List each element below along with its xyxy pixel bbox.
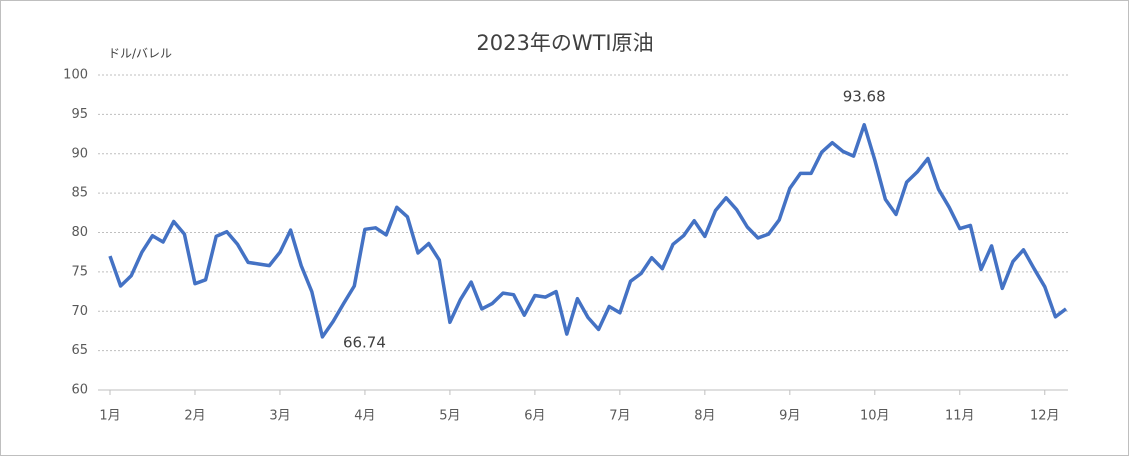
y-tick-label: 100: [63, 68, 88, 83]
x-tick-label: 10月: [860, 409, 890, 424]
y-tick-label: 90: [71, 146, 88, 161]
x-tick-label: 8月: [694, 409, 715, 424]
x-tick-label: 3月: [269, 409, 290, 424]
y-tick-label: 85: [71, 186, 88, 201]
y-tick-label: 80: [71, 225, 88, 240]
data-label: 93.68: [843, 87, 886, 105]
chart-title: 2023年のWTI原油: [476, 31, 653, 55]
x-tick-label: 6月: [524, 409, 545, 424]
x-tick-label: 2月: [184, 409, 205, 424]
x-tick-label: 4月: [354, 409, 375, 424]
x-tick-label: 12月: [1030, 409, 1060, 424]
data-label: 66.74: [343, 333, 386, 351]
y-tick-label: 60: [71, 383, 88, 398]
x-tick-label: 7月: [609, 409, 630, 424]
y-tick-label: 65: [71, 343, 88, 358]
x-tick-label: 11月: [945, 409, 975, 424]
data-line: [108, 123, 1068, 339]
y-axis-label: ドル/バレル: [108, 47, 172, 61]
x-tick-label: 9月: [779, 409, 800, 424]
y-tick-label: 95: [71, 107, 88, 122]
x-tick-label: 1月: [99, 409, 120, 424]
x-tick-label: 5月: [439, 409, 460, 424]
y-tick-label: 75: [71, 264, 88, 279]
y-tick-label: 70: [71, 304, 88, 319]
